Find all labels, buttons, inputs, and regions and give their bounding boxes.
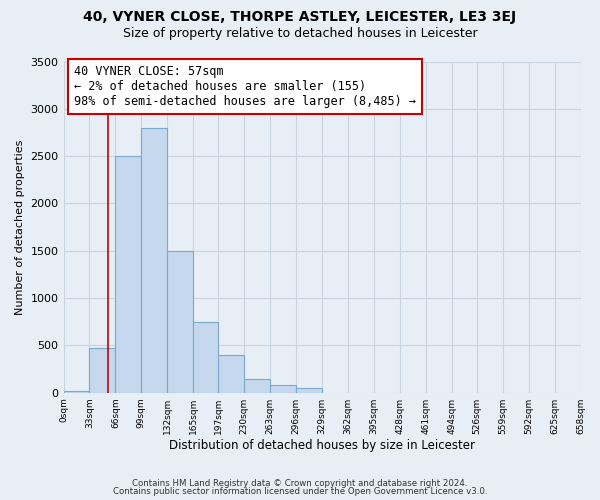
Bar (64, 391, 89, 392)
Y-axis label: Number of detached properties: Number of detached properties (15, 140, 25, 315)
Bar (296, 388, 322, 392)
Text: 40 VYNER CLOSE: 57sqm
← 2% of detached houses are smaller (155)
98% of semi-deta: 40 VYNER CLOSE: 57sqm ← 2% of detached h… (74, 65, 416, 108)
Bar (244, 378, 270, 392)
X-axis label: Distribution of detached houses by size in Leicester: Distribution of detached houses by size … (169, 440, 475, 452)
Bar (218, 355, 244, 393)
Text: Contains HM Land Registry data © Crown copyright and database right 2024.: Contains HM Land Registry data © Crown c… (132, 478, 468, 488)
Text: Contains public sector information licensed under the Open Government Licence v3: Contains public sector information licen… (113, 487, 487, 496)
Text: 40, VYNER CLOSE, THORPE ASTLEY, LEICESTER, LE3 3EJ: 40, VYNER CLOSE, THORPE ASTLEY, LEICESTE… (83, 10, 517, 24)
Bar (115, 156, 142, 392)
Bar (270, 385, 296, 392)
Text: Size of property relative to detached houses in Leicester: Size of property relative to detached ho… (122, 28, 478, 40)
Bar (193, 322, 218, 392)
Bar (142, 128, 167, 392)
Bar (89, 348, 115, 393)
Bar (167, 251, 193, 392)
